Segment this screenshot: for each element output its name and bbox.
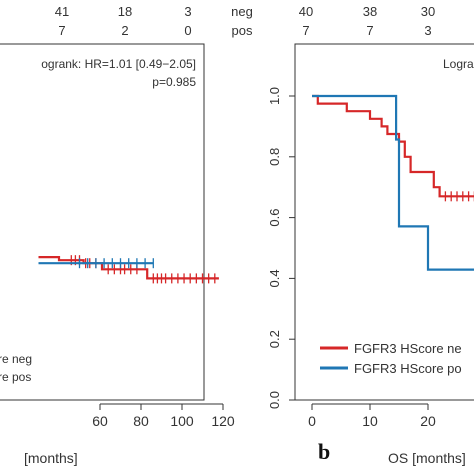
- series-layer-b: [312, 94, 474, 271]
- panel-a: 41 18 3 neg 7 2 0 pos ogrank: HR=1.01 [0…: [0, 4, 253, 466]
- x-axis-b: 0 10 20: [308, 403, 436, 429]
- legend-b-pos: FGFR3 HScore po: [354, 361, 462, 376]
- panel-b-series-1-line: [312, 94, 474, 271]
- logrank-annotation-a: ogrank: HR=1.01 [0.49−2.05]: [41, 57, 196, 71]
- risk-b-r1-2: 3: [424, 23, 431, 38]
- risk-neg-1: 18: [118, 4, 132, 19]
- risk-pos-label: pos: [232, 23, 253, 38]
- legend-a-neg: re neg: [0, 352, 32, 366]
- panel-a-x-tick-label: 60: [92, 413, 108, 429]
- series-layer-a: [38, 255, 219, 284]
- legend-b-neg: FGFR3 HScore ne: [354, 341, 462, 356]
- panel-a-x-tick-label: 120: [211, 413, 235, 429]
- panel-b-series-0-line: [312, 94, 474, 198]
- risk-neg-label: neg: [231, 4, 253, 19]
- risk-pos-0: 7: [58, 23, 65, 38]
- panel-b-x-tick-label: 10: [362, 413, 378, 429]
- panel-b: 40 38 30 7 7 3 0.00.20.40.60.81.0 Logra …: [267, 4, 474, 466]
- panel-a-x-tick-label: 100: [170, 413, 194, 429]
- logrank-annotation-b: Logra: [443, 57, 474, 71]
- x-axis-label-a: [months]: [24, 450, 78, 466]
- panel-b-y-tick-label: 1.0: [267, 87, 282, 105]
- panel-a-x-tick-label: 80: [133, 413, 149, 429]
- risk-neg-0: 41: [55, 4, 69, 19]
- risk-pos-2: 0: [184, 23, 191, 38]
- x-axis-label-b: OS [months]: [388, 450, 466, 466]
- panel-b-x-tick-label: 0: [308, 413, 316, 429]
- x-axis-a: 60 80 100 120: [92, 403, 235, 429]
- panel-label-b: b: [318, 439, 330, 464]
- risk-neg-2: 3: [184, 4, 191, 19]
- risk-b-r0-0: 40: [299, 4, 313, 19]
- panel-b-y-tick-label: 0.0: [267, 391, 282, 409]
- plot-frame-a: [0, 43, 205, 401]
- risk-pos-1: 2: [121, 23, 128, 38]
- panel-b-y-tick-label: 0.6: [267, 209, 282, 227]
- y-axis-b: 0.0 0.2 0.4 0.6 0.8 1.0: [267, 87, 296, 409]
- panel-b-y-tick-label: 0.2: [267, 330, 282, 348]
- panel-b-y-tick-label: 0.4: [267, 269, 282, 287]
- legend-a-pos: re pos: [0, 370, 31, 384]
- panel-b-x-tick-label: 20: [420, 413, 436, 429]
- risk-b-r0-2: 30: [421, 4, 435, 19]
- panel-b-y-tick-label: 0.8: [267, 148, 282, 166]
- risk-b-r0-1: 38: [363, 4, 377, 19]
- risk-b-r1-0: 7: [302, 23, 309, 38]
- risk-b-r1-1: 7: [366, 23, 373, 38]
- p-value-annotation-a: p=0.985: [152, 75, 196, 89]
